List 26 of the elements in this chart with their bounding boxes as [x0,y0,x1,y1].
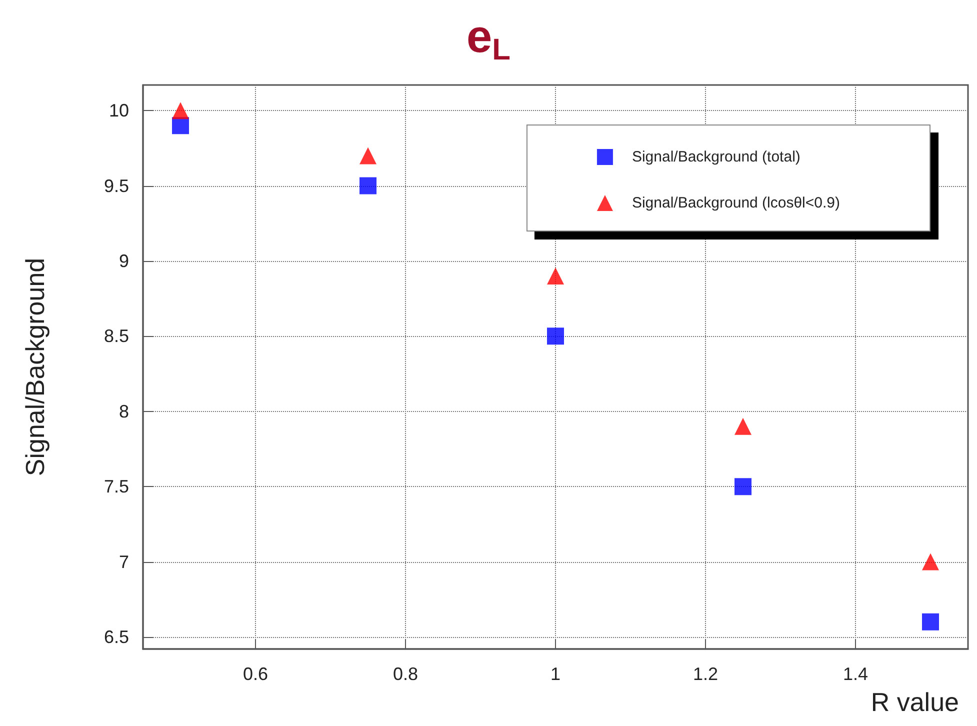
point [922,613,939,630]
x-tick-label: 0.8 [392,664,418,684]
point [547,268,564,285]
y-tick-label: 8.5 [104,326,129,346]
y-tick-label: 9.5 [104,176,129,196]
point [360,147,376,164]
point [734,418,752,435]
y-axis-title: Signal/Background [20,258,50,476]
point [922,553,939,570]
x-tick-label: 1 [550,664,561,684]
y-tick-label: 8 [118,401,129,422]
y-tick-label: 10 [108,100,129,121]
point [734,478,752,496]
legend-label: Signal/Background (total) [632,148,800,166]
x-tick-label: 1.4 [842,664,868,684]
point [360,177,376,194]
legend-label: Signal/Background (lcosθl<0.9) [632,194,840,212]
point [547,328,564,345]
x-axis-title: R value [870,687,959,717]
x-tick-label: 1.2 [692,664,718,684]
y-tick-label: 7 [118,552,129,572]
x-tick-label: 0.6 [242,664,268,684]
point [172,102,189,120]
y-tick-label: 7.5 [104,476,129,497]
y-tick-label: 6.5 [104,626,129,647]
y-tick-label: 9 [118,250,129,271]
